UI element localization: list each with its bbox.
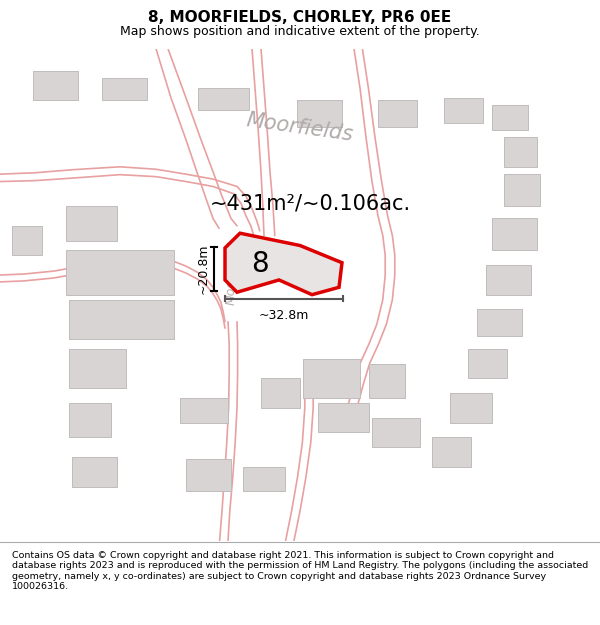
Polygon shape	[66, 251, 174, 294]
Text: Moorfields: Moorfields	[245, 110, 355, 145]
Polygon shape	[225, 233, 342, 294]
Polygon shape	[432, 438, 471, 467]
Text: Map shows position and indicative extent of the property.: Map shows position and indicative extent…	[120, 25, 480, 38]
Polygon shape	[261, 378, 300, 408]
Text: 8: 8	[251, 251, 268, 278]
Text: Moorfields: Moorfields	[224, 240, 238, 305]
Polygon shape	[372, 418, 420, 447]
Polygon shape	[369, 364, 405, 398]
Polygon shape	[303, 359, 360, 398]
Polygon shape	[468, 349, 507, 378]
Polygon shape	[33, 71, 78, 101]
Polygon shape	[72, 457, 117, 486]
Polygon shape	[504, 138, 537, 167]
Polygon shape	[180, 398, 228, 422]
Polygon shape	[66, 206, 117, 241]
Polygon shape	[69, 349, 126, 388]
Polygon shape	[477, 309, 522, 336]
Text: Contains OS data © Crown copyright and database right 2021. This information is : Contains OS data © Crown copyright and d…	[12, 551, 588, 591]
Polygon shape	[198, 88, 249, 110]
Polygon shape	[297, 101, 342, 127]
Text: ~20.8m: ~20.8m	[196, 244, 209, 294]
Text: ~431m²/~0.106ac.: ~431m²/~0.106ac.	[210, 194, 411, 214]
Polygon shape	[492, 106, 528, 130]
Polygon shape	[69, 299, 174, 339]
Text: ~32.8m: ~32.8m	[259, 309, 309, 322]
Polygon shape	[378, 101, 417, 127]
Polygon shape	[102, 78, 147, 101]
Polygon shape	[504, 174, 540, 206]
Polygon shape	[450, 393, 492, 422]
Text: 8, MOORFIELDS, CHORLEY, PR6 0EE: 8, MOORFIELDS, CHORLEY, PR6 0EE	[148, 10, 452, 25]
Polygon shape	[243, 467, 285, 491]
Polygon shape	[444, 98, 483, 122]
Polygon shape	[486, 265, 531, 294]
Polygon shape	[318, 403, 369, 432]
Polygon shape	[186, 459, 231, 491]
Polygon shape	[12, 226, 42, 256]
Polygon shape	[492, 219, 537, 251]
Polygon shape	[69, 403, 111, 437]
